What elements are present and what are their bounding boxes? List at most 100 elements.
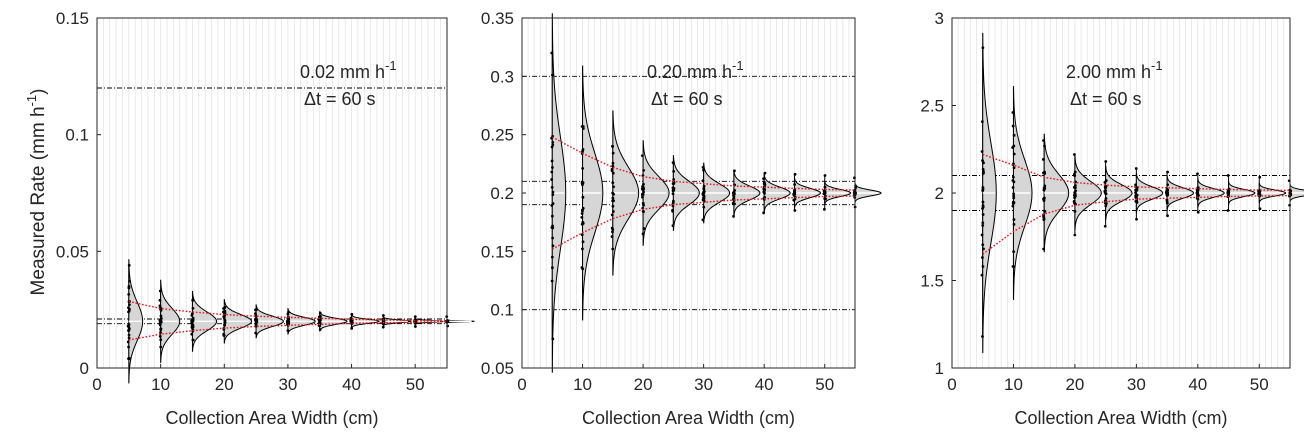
sample-point [581,149,584,153]
sample-point [191,318,195,322]
sample-point [1043,144,1046,148]
sample-point [254,331,258,335]
sample-point [550,178,554,181]
x-tick-label: 0 [92,375,101,394]
sample-point [1226,192,1230,196]
y-tick-label: 0.1 [65,126,89,145]
sample-point [413,315,417,319]
sample-point [127,292,131,296]
sample-point [1072,185,1076,189]
sample-point [1166,170,1169,174]
x-tick-label: 10 [573,375,592,394]
x-tick-label: 20 [634,375,653,394]
sample-point [1043,187,1046,191]
sample-point [1011,124,1015,128]
sample-point [1103,186,1107,190]
sample-point [982,170,985,173]
sample-point [158,323,162,327]
sample-point [611,161,615,165]
sample-point [1011,179,1015,182]
sample-point [980,150,984,153]
sample-point [1073,153,1076,156]
sample-point [641,232,645,236]
sample-point [981,265,985,268]
sample-point [1196,197,1200,201]
sample-point [641,192,645,196]
sample-point [581,166,585,170]
sample-point [581,209,584,213]
sample-point [1011,111,1015,114]
sample-point [793,183,796,186]
sample-point [128,303,131,307]
sample-point [127,357,131,361]
sample-point [981,207,984,210]
sample-point [701,192,705,196]
sample-point [580,212,584,215]
sample-point [1073,210,1077,213]
sample-point [255,320,259,324]
x-tick-label: 50 [406,375,425,394]
sample-point [793,197,797,201]
x-tick-label: 30 [694,375,713,394]
sample-point [318,311,322,315]
sample-point [381,314,385,317]
sample-point [127,336,131,340]
sample-point [126,340,130,344]
sample-point [1012,196,1016,200]
sample-point [222,307,225,310]
sample-point [701,218,705,222]
sample-point [823,185,827,189]
y-tick-label: 0.15 [481,242,514,261]
sample-point [127,323,131,326]
sample-point [1074,189,1077,193]
lower-bound-curve [982,194,1291,255]
sample-point [190,332,194,336]
sample-point [1104,202,1108,206]
distribution-55 [444,315,475,328]
sample-point [1165,190,1168,194]
distribution-45 [792,172,822,212]
sample-point [191,298,195,302]
sample-point [762,180,766,184]
y-tick-label: 2.5 [920,97,944,116]
sample-point [611,151,615,155]
sample-point [551,337,555,341]
sample-point [981,200,985,204]
sample-point [610,235,614,239]
sample-point [1012,218,1016,221]
sample-point [732,214,735,218]
sample-point [581,127,585,130]
sample-point [981,335,984,338]
sample-point [223,311,227,315]
distribution-5 [550,13,567,373]
upper-bound-curve [982,153,1291,192]
distribution-15 [1041,133,1070,253]
sample-point [580,266,584,269]
distribution-15 [190,290,218,352]
sample-point [158,298,162,302]
y-tick-label: 3 [935,9,944,28]
sample-point [611,196,615,200]
sample-point [1134,183,1138,187]
sample-point [1257,192,1261,195]
sample-point [1135,217,1138,221]
annotation-rate: 0.20 mm h-1 [647,58,744,82]
distribution-15 [610,110,640,276]
distribution-50 [822,174,852,211]
sample-point [1103,224,1107,228]
sample-point [286,329,290,333]
distribution-40 [349,312,380,330]
sample-point [793,172,797,176]
sample-point [551,73,554,77]
sample-point [793,209,797,212]
sample-point [980,120,984,124]
sample-point [413,325,417,328]
sample-point [222,332,226,336]
y-tick-label: 0 [80,359,89,378]
distribution-30 [285,308,316,335]
lower-bound-curve [551,195,856,250]
sample-point [763,171,767,175]
x-axis-label: Collection Area Width (cm) [582,408,795,428]
sample-point [1196,188,1200,192]
